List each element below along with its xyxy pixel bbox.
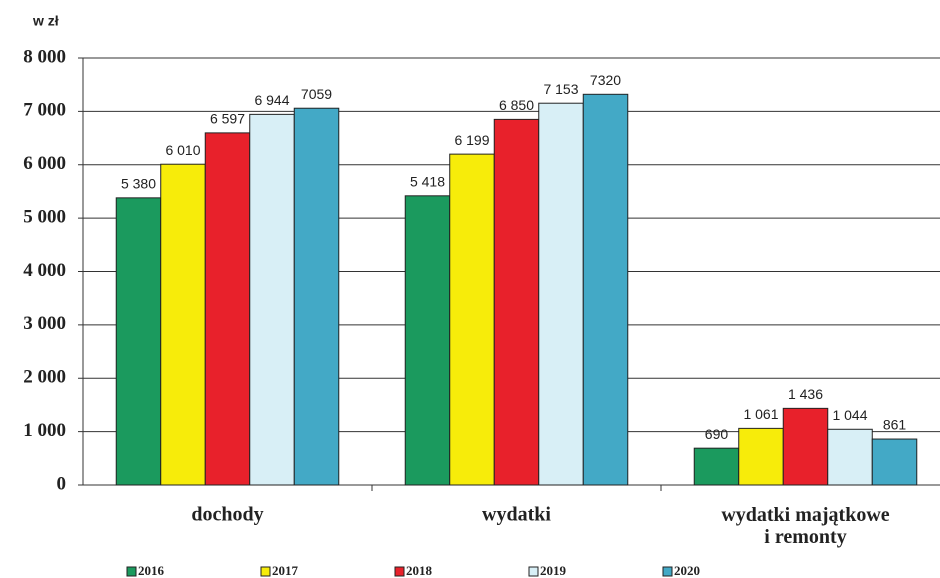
bar (404, 195, 451, 486)
x-tick-label: dochody (191, 504, 263, 526)
bar (204, 132, 251, 486)
legend-swatch (528, 566, 539, 577)
y-tick-label: 7 000 (23, 100, 66, 121)
bar (115, 197, 162, 486)
value-label: 7 153 (543, 81, 578, 97)
value-label: 6 597 (210, 111, 245, 127)
bar (160, 163, 206, 486)
bar (449, 153, 495, 486)
y-tick-label: 5 000 (23, 206, 66, 227)
y-tick-label: 4 000 (23, 260, 66, 281)
bar (827, 428, 873, 486)
value-label: 6 850 (499, 97, 534, 113)
value-label: 690 (705, 426, 729, 442)
y-axis-unit: w zł (32, 13, 59, 29)
value-label: 1 061 (743, 406, 778, 422)
value-label: 6 944 (254, 92, 289, 108)
value-label: 861 (883, 417, 907, 433)
y-tick-label: 1 000 (23, 420, 66, 441)
value-label: 1 436 (788, 386, 823, 402)
y-tick-label: 0 (57, 473, 67, 494)
legend-label: 2020 (674, 563, 700, 578)
bar (582, 93, 629, 486)
bar (871, 438, 918, 486)
bar (782, 407, 829, 486)
legend-swatch (394, 566, 405, 577)
bar (738, 427, 784, 486)
legend-swatch (260, 566, 271, 577)
bar (293, 107, 340, 486)
bar (538, 102, 584, 486)
value-label: 7059 (301, 86, 332, 102)
y-tick-label: 2 000 (23, 367, 66, 388)
value-label: 6 199 (454, 132, 489, 148)
bar (693, 447, 740, 486)
value-label: 1 044 (832, 407, 867, 423)
value-label: 7320 (590, 72, 621, 88)
x-tick-label: wydatki majątkowe i remonty (721, 504, 889, 548)
bar (249, 113, 295, 486)
value-label: 6 010 (165, 142, 200, 158)
legend-swatch (662, 566, 673, 577)
legend-label: 2018 (406, 563, 433, 578)
value-label: 5 418 (410, 174, 445, 190)
bar (493, 118, 540, 486)
y-tick-label: 8 000 (23, 46, 66, 67)
legend-label: 2017 (272, 563, 299, 578)
value-label: 5 380 (121, 176, 156, 192)
legend-label: 2019 (540, 563, 567, 578)
y-tick-label: 6 000 (23, 153, 66, 174)
legend-label: 2016 (138, 563, 165, 578)
legend-swatch (126, 566, 137, 577)
y-tick-label: 3 000 (23, 313, 66, 334)
x-tick-label: wydatki (482, 504, 551, 526)
